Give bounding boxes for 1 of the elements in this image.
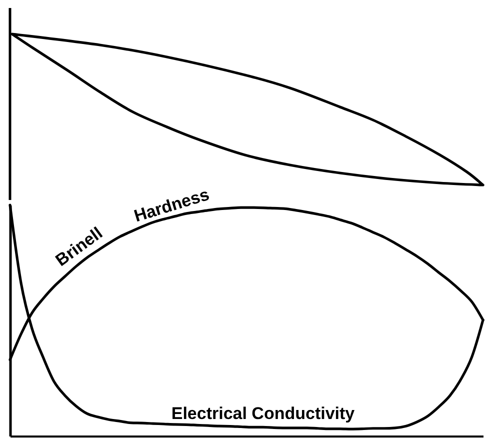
- series-label: Electrical Conductivity: [171, 404, 356, 424]
